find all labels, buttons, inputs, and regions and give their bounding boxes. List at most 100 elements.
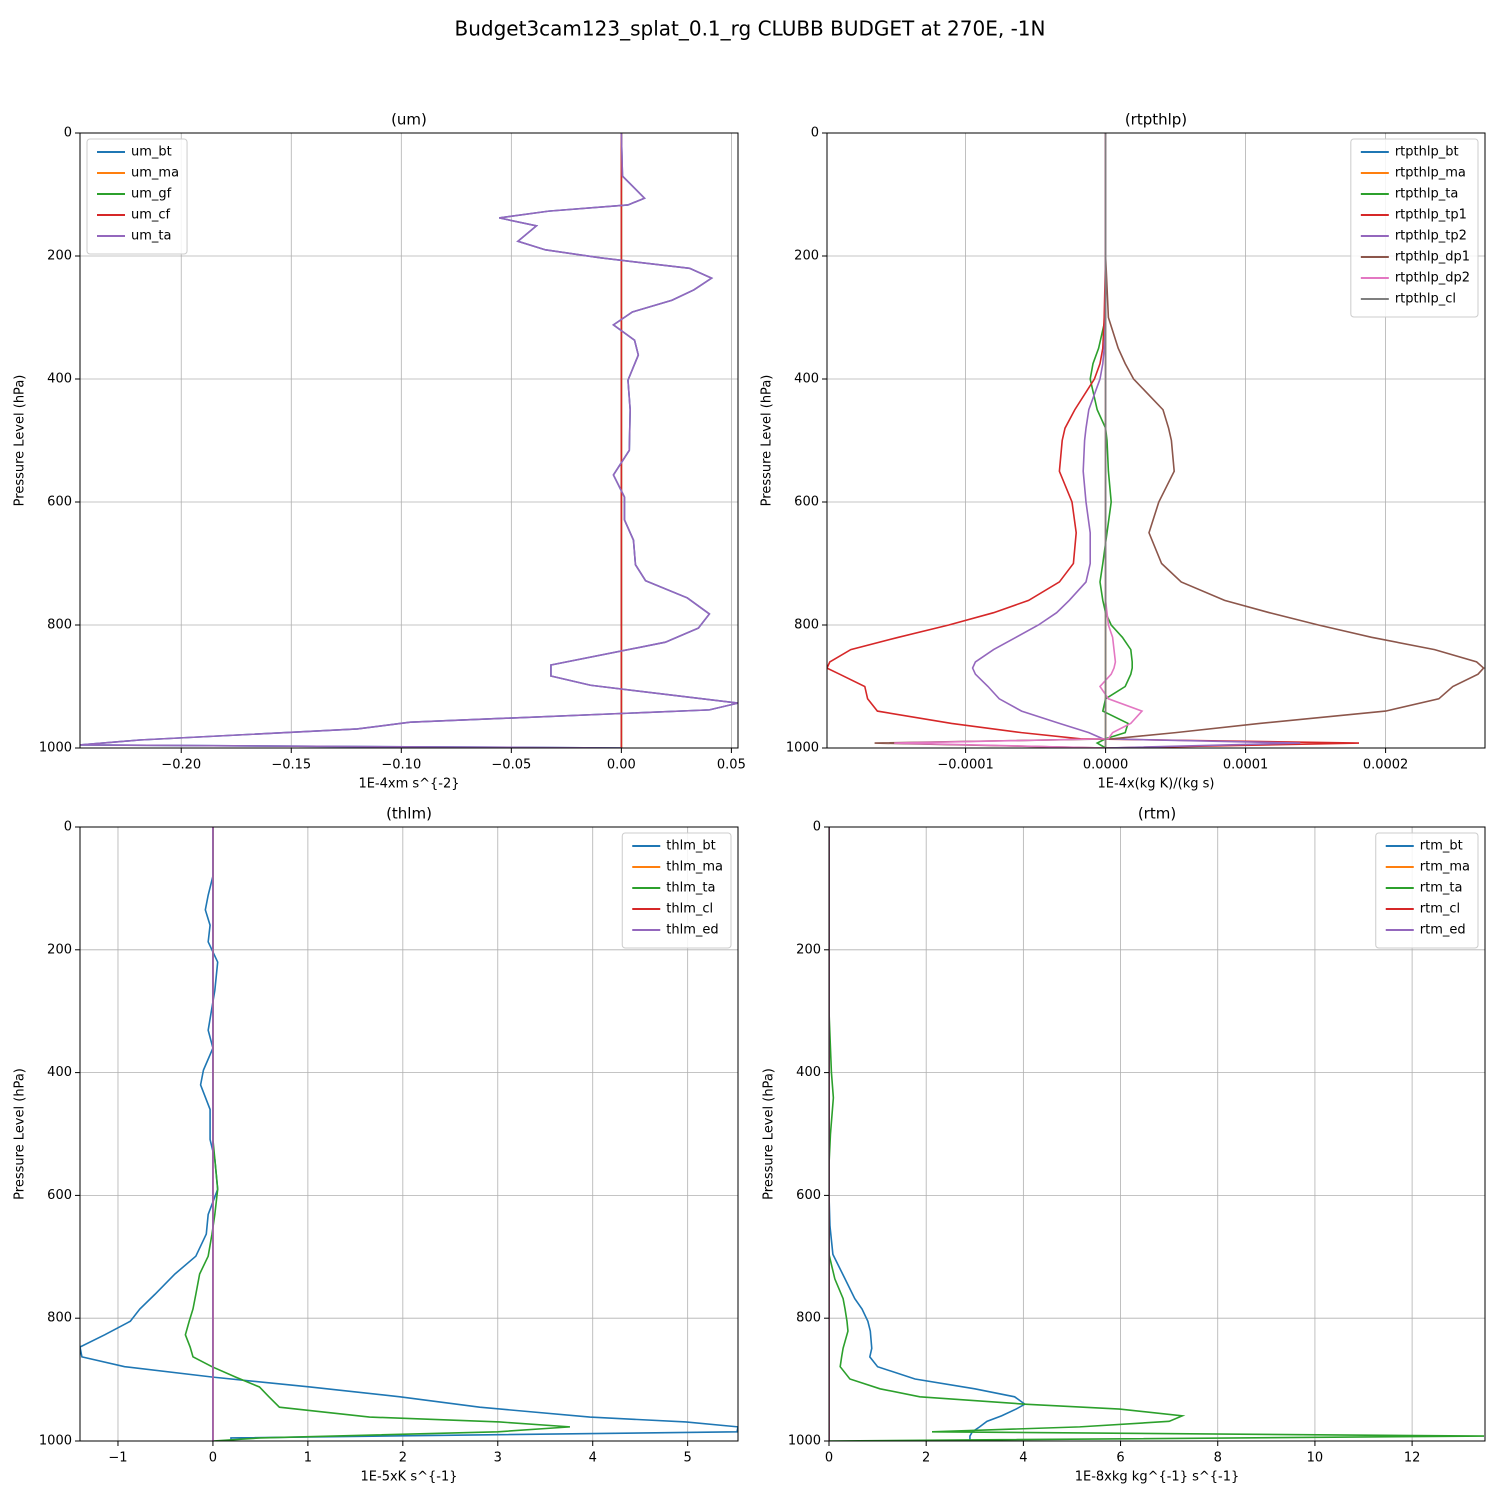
data-line: [80, 133, 738, 748]
y-tick-label: 200: [796, 942, 821, 957]
x-tick-label: 0.0000: [1083, 758, 1129, 773]
legend-label: um_ma: [131, 166, 179, 181]
x-axis-label: 1E-8xkg kg^{-1} s^{-1}: [1075, 1470, 1240, 1485]
legend-label: rtpthlp_cl: [1395, 292, 1456, 307]
y-tick-label: 600: [794, 495, 819, 510]
x-tick-label: −0.10: [381, 758, 421, 773]
x-tick-label: 8: [1214, 1451, 1222, 1466]
legend-label: rtpthlp_tp2: [1395, 229, 1467, 244]
x-tick-label: 4: [589, 1451, 597, 1466]
x-tick-label: 5: [684, 1451, 692, 1466]
y-tick-label: 400: [794, 372, 819, 387]
subplot: −0.20 −0.15 −0.10 −0.05 0.00 0.05 0 200 400 600 80…: [13, 111, 746, 792]
legend: rtm_bt rtm_ma rtm_ta rtm_cl rtm_ed: [1375, 832, 1479, 949]
y-tick-label: 0: [813, 820, 821, 835]
y-tick-label: 400: [796, 1065, 821, 1080]
y-tick-label: 1000: [39, 1434, 72, 1449]
legend-box: [86, 138, 188, 255]
y-tick-label: 1000: [786, 741, 819, 756]
x-tick-label: 10: [1307, 1451, 1324, 1466]
data-line: [827, 133, 1360, 748]
y-tick-label: 800: [47, 1311, 72, 1326]
x-tick-label: 6: [1116, 1451, 1124, 1466]
axes-frame: [79, 826, 739, 1442]
axes-frame: [828, 826, 1486, 1442]
figure-title: Budget3cam123_splat_0.1_rg CLUBB BUDGET …: [455, 17, 1046, 41]
legend-label: rtpthlp_tp1: [1395, 208, 1467, 223]
x-tick-label: −0.05: [491, 758, 531, 773]
legend-box: [1350, 138, 1479, 318]
subplot: 0 2 4 6 8 10 12 0 200 400 600 800 1000 (rtm) 1E-8xkg k…: [762, 805, 1486, 1485]
legend-label: rtpthlp_ta: [1395, 187, 1458, 202]
legend-label: rtm_ed: [1420, 923, 1466, 938]
x-tick-label: 0.0001: [1223, 758, 1269, 773]
x-tick-label: −0.20: [161, 758, 201, 773]
x-tick-label: 1: [304, 1451, 312, 1466]
y-tick-label: 1000: [788, 1434, 821, 1449]
y-tick-label: 0: [811, 126, 819, 141]
x-tick-label: 2: [922, 1451, 930, 1466]
y-tick-label: 400: [47, 372, 72, 387]
y-tick-label: 800: [47, 618, 72, 633]
x-tick-label: −0.15: [271, 758, 311, 773]
legend-label: um_cf: [131, 208, 171, 223]
legend: rtpthlp_bt rtpthlp_ma rtpthlp_ta rtpthlp_tp…: [1350, 138, 1479, 318]
y-tick-label: 0: [64, 126, 72, 141]
subplot: −0.0001 0.0000 0.0001 0.0002 0 200 400 600 800 10…: [760, 111, 1486, 792]
y-axis-label: Pressure Level (hPa): [13, 1068, 28, 1200]
subplot: −1 0 1 2 3 4 5 0 200 400 600 800 1000 (thlm) 1E-5xK s^…: [13, 805, 739, 1485]
x-tick-label: 2: [399, 1451, 407, 1466]
y-tick-label: 600: [47, 1188, 72, 1203]
data-line: [1089, 133, 1133, 748]
legend-label: um_bt: [131, 145, 172, 160]
data-line: [971, 133, 1301, 748]
legend-label: rtm_ma: [1420, 860, 1470, 875]
x-tick-label: 0: [825, 1451, 833, 1466]
legend-label: rtm_cl: [1420, 902, 1460, 917]
axes-frame: [79, 132, 739, 749]
x-tick-label: 0.00: [607, 758, 636, 773]
y-tick-label: 800: [794, 618, 819, 633]
x-axis-label: 1E-4x(kg K)/(kg s): [1098, 777, 1215, 792]
legend-label: thlm_ed: [666, 923, 718, 938]
x-tick-label: 0.0002: [1363, 758, 1409, 773]
y-tick-label: 600: [796, 1188, 821, 1203]
legend-label: rtpthlp_ma: [1395, 166, 1466, 181]
y-tick-label: 200: [794, 249, 819, 264]
legend-label: rtm_ta: [1420, 881, 1463, 896]
x-tick-label: 12: [1404, 1451, 1421, 1466]
x-tick-label: 3: [494, 1451, 502, 1466]
axes-frame: [826, 132, 1486, 749]
y-axis-label: Pressure Level (hPa): [760, 375, 775, 507]
legend: um_bt um_ma um_gf um_cf um_ta: [86, 138, 188, 255]
legend-label: thlm_ta: [666, 881, 715, 896]
legend-label: um_ta: [131, 229, 171, 244]
y-tick-label: 600: [47, 495, 72, 510]
data-line: [80, 827, 738, 1441]
data-line: [829, 827, 1027, 1441]
x-axis-label: 1E-4xm s^{-2}: [358, 777, 459, 792]
subplot-title: (rtpthlp): [1125, 111, 1187, 129]
legend-label: rtm_bt: [1420, 839, 1463, 854]
y-tick-label: 0: [64, 820, 72, 835]
legend-label: rtpthlp_bt: [1395, 145, 1459, 160]
legend-label: thlm_cl: [666, 902, 713, 917]
y-tick-label: 200: [47, 249, 72, 264]
y-tick-label: 1000: [39, 741, 72, 756]
x-tick-label: −1: [108, 1451, 127, 1466]
legend-label: um_gf: [131, 187, 172, 202]
legend-label: rtpthlp_dp2: [1395, 271, 1470, 286]
x-tick-label: 0: [209, 1451, 217, 1466]
subplot-title: (thlm): [386, 805, 432, 823]
x-tick-label: 4: [1019, 1451, 1027, 1466]
legend: thlm_bt thlm_ma thlm_ta thlm_cl thlm_ed: [621, 832, 732, 949]
legend-label: thlm_bt: [666, 839, 715, 854]
legend-label: rtpthlp_dp1: [1395, 250, 1470, 265]
x-axis-label: 1E-5xK s^{-1}: [361, 1470, 458, 1485]
y-tick-label: 800: [796, 1311, 821, 1326]
legend-box: [1375, 832, 1479, 949]
plot-area: [80, 133, 738, 748]
legend-label: thlm_ma: [666, 860, 723, 875]
y-axis-label: Pressure Level (hPa): [762, 1068, 777, 1200]
